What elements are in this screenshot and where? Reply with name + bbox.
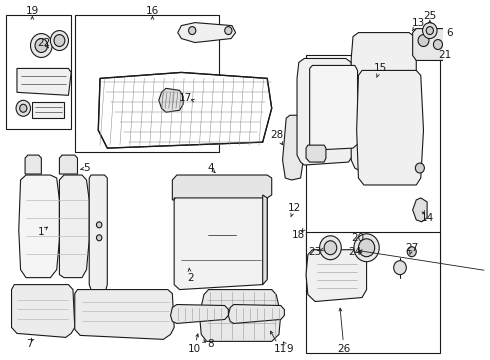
- Circle shape: [359, 239, 375, 257]
- Bar: [306, 55, 440, 280]
- Circle shape: [393, 261, 406, 275]
- Bar: [306, 232, 440, 353]
- Text: 14: 14: [420, 213, 434, 223]
- Text: 15: 15: [373, 63, 387, 73]
- Circle shape: [225, 27, 232, 35]
- Circle shape: [418, 35, 429, 46]
- Circle shape: [434, 40, 442, 50]
- Polygon shape: [413, 28, 449, 60]
- Polygon shape: [59, 175, 89, 278]
- Text: 1: 1: [38, 227, 45, 237]
- Polygon shape: [89, 175, 107, 298]
- Polygon shape: [98, 72, 272, 148]
- Circle shape: [16, 100, 30, 116]
- Circle shape: [422, 23, 437, 39]
- Polygon shape: [25, 155, 41, 174]
- Polygon shape: [178, 23, 236, 42]
- Bar: [315, 262, 359, 292]
- Circle shape: [54, 35, 65, 46]
- Bar: [304, 132, 345, 157]
- Circle shape: [97, 222, 102, 228]
- Polygon shape: [12, 285, 75, 337]
- Circle shape: [97, 235, 102, 241]
- Bar: [360, 242, 373, 254]
- Text: 6: 6: [446, 28, 453, 37]
- Circle shape: [324, 241, 337, 255]
- Text: 16: 16: [146, 6, 159, 15]
- Text: 25: 25: [423, 11, 437, 21]
- Circle shape: [407, 247, 416, 257]
- Text: 18: 18: [292, 230, 305, 240]
- Text: 27: 27: [405, 243, 418, 253]
- Circle shape: [35, 39, 48, 53]
- Polygon shape: [172, 175, 272, 200]
- Circle shape: [416, 163, 424, 173]
- Polygon shape: [199, 289, 281, 341]
- Text: 5: 5: [83, 163, 90, 173]
- Text: 2: 2: [187, 273, 194, 283]
- Circle shape: [354, 234, 379, 262]
- Polygon shape: [306, 250, 367, 302]
- Circle shape: [20, 104, 27, 112]
- Text: 24: 24: [348, 247, 362, 257]
- Circle shape: [319, 236, 341, 260]
- Text: 8: 8: [207, 339, 214, 349]
- Text: 11: 11: [274, 345, 287, 354]
- Bar: [364, 142, 416, 172]
- Polygon shape: [174, 195, 267, 289]
- Polygon shape: [59, 155, 77, 174]
- Polygon shape: [19, 175, 59, 278]
- Text: 9: 9: [287, 345, 293, 354]
- Text: 23: 23: [309, 247, 322, 257]
- Circle shape: [465, 27, 476, 39]
- Circle shape: [50, 31, 69, 50]
- Circle shape: [426, 27, 434, 35]
- Polygon shape: [32, 102, 64, 118]
- Text: 26: 26: [338, 345, 351, 354]
- Bar: [6, 15, 71, 129]
- Polygon shape: [159, 88, 183, 112]
- Polygon shape: [283, 115, 303, 180]
- Polygon shape: [310, 66, 358, 150]
- Polygon shape: [306, 145, 326, 162]
- Bar: [304, 72, 345, 127]
- Polygon shape: [171, 305, 228, 323]
- Text: 20: 20: [351, 233, 364, 243]
- Polygon shape: [297, 58, 353, 165]
- Text: 10: 10: [188, 345, 200, 354]
- Text: 21: 21: [439, 50, 452, 60]
- Polygon shape: [357, 71, 423, 185]
- Polygon shape: [263, 195, 267, 285]
- Polygon shape: [413, 198, 427, 222]
- Text: 22: 22: [37, 37, 50, 48]
- Circle shape: [189, 27, 196, 35]
- Bar: [186, 215, 254, 255]
- Polygon shape: [17, 68, 71, 95]
- Text: 13: 13: [412, 18, 425, 28]
- Polygon shape: [228, 305, 284, 323]
- Text: 19: 19: [25, 6, 39, 15]
- Polygon shape: [93, 289, 107, 315]
- Text: 12: 12: [288, 203, 301, 213]
- Bar: [317, 78, 351, 133]
- Text: 4: 4: [207, 163, 214, 173]
- Text: 28: 28: [270, 130, 284, 140]
- Text: 7: 7: [26, 339, 33, 349]
- Text: 17: 17: [179, 93, 193, 103]
- Polygon shape: [75, 289, 174, 339]
- Polygon shape: [351, 32, 416, 172]
- Bar: [360, 116, 410, 164]
- Bar: [364, 82, 416, 167]
- Circle shape: [30, 33, 52, 58]
- Bar: [360, 49, 410, 110]
- Bar: [75, 15, 220, 152]
